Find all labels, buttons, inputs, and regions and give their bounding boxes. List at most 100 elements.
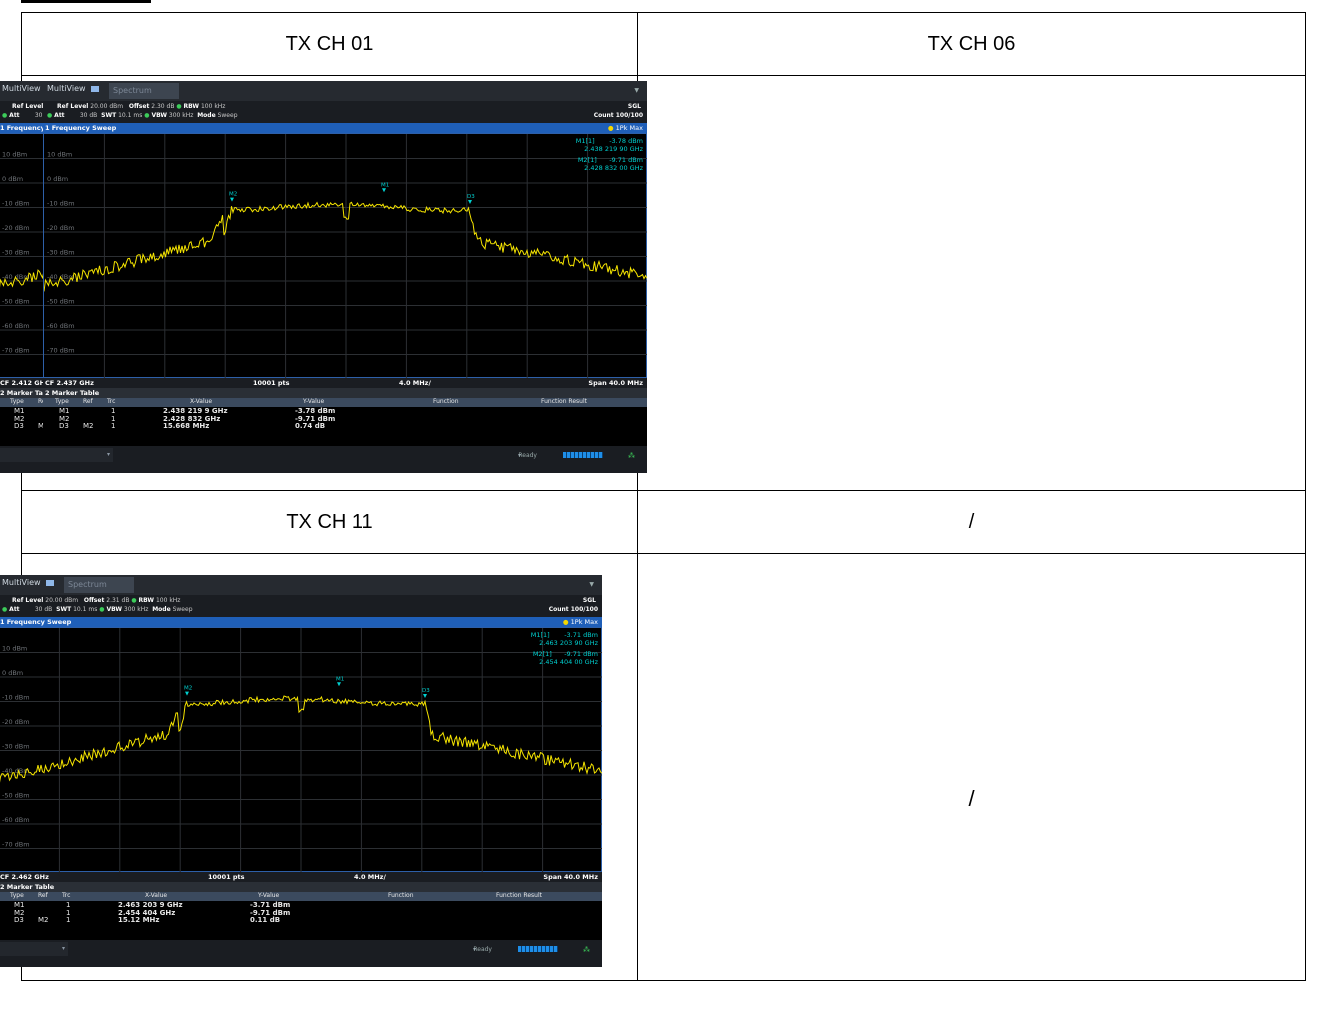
spectrum-trace-svg: 10 dBm 0 dBm -10 dBm -20 dBm -30 dBm -40 dBm -…	[0, 628, 602, 873]
y-tick-label: -20 dBm	[2, 224, 30, 232]
y-tick-label: -10 dBm	[47, 200, 75, 208]
marker-table: Type Ref Trc X-Value Y-Value Function Fu…	[0, 892, 602, 940]
header-empty: /	[968, 510, 975, 533]
y-tick-label: 10 dBm	[2, 151, 27, 159]
y-tick-label: 10 dBm	[47, 151, 72, 159]
cell-type: D3	[14, 916, 24, 924]
cell-x: 2.454 404 GHz	[118, 908, 176, 917]
chevron-down-icon[interactable]: ▼	[634, 87, 639, 94]
y-tick-label: -10 dBm	[2, 694, 30, 702]
y-tick-label: -50 dBm	[2, 792, 30, 800]
marker-triangle[interactable]	[423, 694, 427, 699]
trace-line	[0, 695, 602, 783]
marker-label: D3	[467, 194, 475, 200]
y-tick-label: 0 dBm	[2, 175, 23, 183]
cell-ref: M2	[38, 916, 49, 924]
cell-type: M1	[14, 901, 25, 909]
table-row: M2 1 2.428 832 GHz -9.71 dBm	[43, 415, 647, 424]
cell-trc: 1	[66, 908, 71, 917]
sweep-count: Count 100/100	[593, 112, 643, 119]
y-tick-label: -60 dBm	[2, 322, 30, 330]
y-tick-label: -60 dBm	[2, 816, 30, 824]
y-tick-label: -40 dBm	[2, 767, 30, 775]
tab-spectrum[interactable]: Spectrum	[64, 577, 134, 593]
y-tick-label: -70 dBm	[47, 347, 75, 355]
network-icon: ⁂	[583, 946, 590, 954]
header-cell-ch06: TX CH 06	[637, 12, 1306, 76]
y-tick-label: -30 dBm	[2, 743, 30, 751]
header-ch11: TX CH 11	[286, 510, 373, 533]
marker-triangle[interactable]	[468, 200, 472, 205]
marker-table: Type Ref Trc X-Value Y-Value Function Fu…	[43, 398, 647, 446]
table-row: D3 M2 1 15.12 MHz 0.11 dB	[0, 916, 602, 925]
marker-triangle[interactable]	[382, 188, 386, 193]
cell-trc: 1	[66, 901, 71, 909]
spectrum-plot[interactable]: 10 dBm 0 dBm -10 dBm -20 dBm -30 dBm -40 dBm -…	[0, 627, 602, 873]
y-tick-label: -10 dBm	[2, 200, 30, 208]
trace-line	[44, 201, 647, 292]
marker2-readout: M2[1] -9.71 dBm 2.454 404 00 GHz	[532, 650, 598, 666]
cell-y: 0.11 dB	[250, 916, 281, 924]
cell-y: 0.74 dB	[295, 422, 326, 430]
cell-x: 15.12 MHz	[118, 916, 160, 924]
status-chevron-icon[interactable]: ▾	[472, 946, 476, 953]
marker-table-header: Type Ref Trc X-Value Y-Value Function Fu…	[43, 398, 647, 407]
analyzer-tab-bar: MultiView Spectrum ▼	[0, 575, 602, 595]
cell-type: M2	[14, 414, 25, 423]
spectrum-analyzer-ch11: MultiView Spectrum ▼ Ref Level 20.00 dBm…	[0, 575, 602, 967]
header-ch06: TX CH 06	[927, 32, 1016, 55]
status-bar: ▾ ▾ Ready ⁂	[0, 940, 602, 967]
header-ch01: TX CH 01	[285, 32, 374, 55]
cell-type: M1	[14, 407, 25, 415]
table-row: M2 1 2.454 404 GHz -9.71 dBm	[0, 909, 602, 918]
marker-label: M2	[229, 192, 237, 198]
spectrum-plot[interactable]: 10 dBm 0 dBm -10 dBm -20 dBm -30 dBm -40 dBm -…	[43, 133, 647, 379]
sweep-title-bar: 1 Frequency Sweep ● 1Pk Max	[0, 617, 602, 627]
cell-type: D3	[14, 422, 24, 430]
cell-type: M2	[59, 414, 70, 423]
sgl-indicator: SGL	[582, 597, 596, 604]
y-tick-label: -70 dBm	[2, 347, 30, 355]
cell-trc: 1	[111, 422, 116, 430]
marker-label: M1	[336, 676, 344, 682]
plot-footer: CF 2.462 GHz 10001 pts 4.0 MHz/ Span 40.…	[0, 872, 602, 882]
table-row: M1 1 2.463 203 9 GHz -3.71 dBm	[0, 901, 602, 910]
marker1-readout: M1[1] -3.78 dBm 2.438 219 90 GHz	[575, 137, 643, 153]
y-tick-label: 0 dBm	[2, 669, 23, 677]
table-row: M1 1 2.438 219 9 GHz -3.78 dBm	[43, 407, 647, 416]
status-dropdown[interactable]: ▾	[0, 942, 68, 956]
y-tick-label: -30 dBm	[47, 249, 75, 257]
marker-triangle[interactable]	[230, 197, 234, 202]
empty-cell-slash: /	[968, 786, 975, 811]
marker1-readout: M1[1] -3.71 dBm 2.463 203 90 GHz	[530, 631, 598, 647]
tab-spectrum[interactable]: Spectrum	[109, 83, 179, 99]
y-tick-label: -20 dBm	[2, 718, 30, 726]
status-bar: ▾ ▾ Ready ⁂	[43, 446, 647, 473]
status-chevron-icon[interactable]: ▾	[517, 452, 521, 459]
cell-y: -9.71 dBm	[295, 414, 336, 423]
y-tick-label: -70 dBm	[2, 841, 30, 849]
cell-y: -3.78 dBm	[295, 407, 336, 415]
plot-footer: CF 2.437 GHz 10001 pts 4.0 MHz/ Span 40.…	[43, 378, 647, 388]
chevron-down-icon[interactable]: ▼	[589, 581, 594, 588]
tab-multiview[interactable]: MultiView	[47, 84, 99, 93]
table-row: D3 M2 1 15.668 MHz 0.74 dB	[43, 422, 647, 431]
marker-triangle[interactable]	[185, 691, 189, 696]
marker-triangle[interactable]	[337, 682, 341, 687]
cell-y: -9.71 dBm	[250, 908, 291, 917]
network-icon: ⁂	[628, 452, 635, 460]
cell-trc: 1	[111, 407, 116, 415]
multiview-grid-icon	[90, 85, 99, 92]
cell-x: 2.438 219 9 GHz	[163, 407, 228, 415]
cell-x: 2.463 203 9 GHz	[118, 901, 183, 909]
status-dropdown[interactable]: ▾	[43, 448, 113, 462]
y-tick-label: -50 dBm	[47, 298, 75, 306]
status-ready: Ready	[518, 452, 537, 459]
tab-multiview[interactable]: MultiView	[2, 578, 54, 587]
y-tick-label: -50 dBm	[2, 298, 30, 306]
multiview-grid-icon	[45, 579, 54, 586]
sweep-count: Count 100/100	[548, 606, 598, 613]
settings-bar: Ref Level 20.00 dBm Offset 2.31 dB ● RBW…	[0, 595, 602, 617]
marker-table-header: Type Ref Trc X-Value Y-Value Function Fu…	[0, 892, 602, 901]
progress-bar	[518, 946, 558, 952]
